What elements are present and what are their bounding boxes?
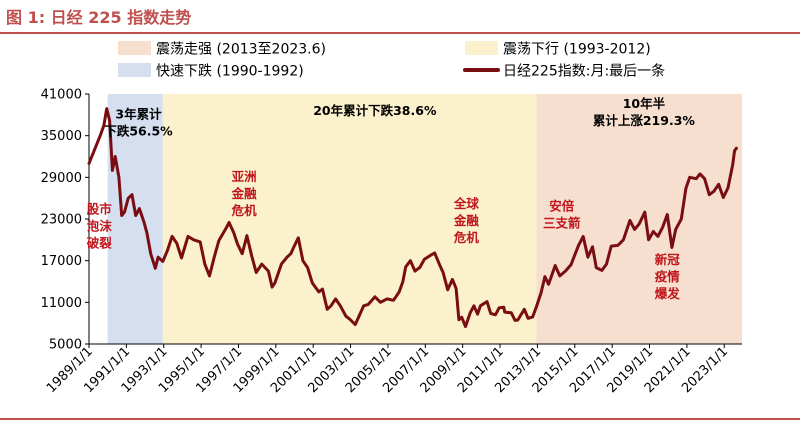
annotation-1-line-0: 20年累计下跌38.6%: [313, 103, 437, 118]
annotation-6-line-0: 安倍: [549, 199, 575, 214]
annotation-0-line-1: 下跌56.5%: [104, 123, 173, 138]
y-tick-label: 41000: [41, 88, 82, 103]
annotation-0-line-0: 3年累计: [115, 106, 162, 121]
annotation-3-line-2: 破裂: [87, 235, 113, 250]
annotation-7-line-0: 新冠: [655, 252, 681, 267]
y-tick-label: 5000: [49, 338, 82, 353]
annotation-4-line-2: 危机: [231, 203, 258, 218]
y-tick-label: 17000: [41, 254, 82, 269]
annotation-7-line-2: 爆发: [655, 286, 681, 301]
y-tick-label: 35000: [41, 129, 82, 144]
annotation-3-line-0: 股市: [87, 201, 113, 216]
shaded-region-0: [107, 94, 163, 344]
bottom-rule: [0, 418, 800, 420]
annotation-5-line-0: 全球: [453, 196, 480, 211]
annotation-2-line-1: 累计上涨219.3%: [593, 113, 696, 128]
series-layer: [87, 107, 738, 329]
annotation-5-line-2: 危机: [453, 230, 480, 245]
y-tick-label: 29000: [41, 171, 82, 186]
annotation-2-line-0: 10年半: [623, 96, 666, 111]
annotation-4-line-0: 亚洲: [232, 169, 257, 184]
annotation-6-line-1: 三支箭: [543, 216, 581, 231]
annotation-4-line-1: 金融: [231, 186, 258, 201]
title-rule: [0, 32, 800, 34]
legend-label: 震荡下行 (1993-2012): [503, 42, 651, 58]
figure-title: 图 1: 日经 225 指数走势: [6, 8, 192, 27]
x-axis: 1989/1/11991/1/11993/1/11995/1/11997/1/1…: [44, 343, 742, 396]
y-axis: 5000 11000 17000 23000 29000 35000 41000: [41, 88, 90, 353]
legend-label: 震荡走强 (2013至2023.6): [156, 42, 326, 58]
shaded-regions: [107, 94, 742, 344]
annotation-7-line-1: 疫情: [655, 269, 681, 284]
legend: 震荡走强 (2013至2023.6) 震荡下行 (1993-2012) 快速下跌 (…: [118, 41, 665, 80]
annotation-3-line-1: 泡沫: [87, 218, 113, 233]
annotation-5-line-1: 金融: [453, 213, 480, 228]
legend-swatch: [118, 41, 151, 55]
legend-swatch: [465, 41, 498, 55]
legend-label: 快速下跌 (1990-1992): [156, 64, 304, 80]
shaded-region-1: [162, 94, 537, 344]
shaded-region-2: [536, 94, 742, 344]
y-tick-label: 11000: [41, 296, 82, 311]
legend-swatch: [118, 63, 151, 77]
legend-label: 日经225指数:月:最后一条: [503, 63, 665, 80]
series-line-nikkei-225: [87, 107, 738, 329]
y-tick-label: 23000: [41, 213, 82, 228]
